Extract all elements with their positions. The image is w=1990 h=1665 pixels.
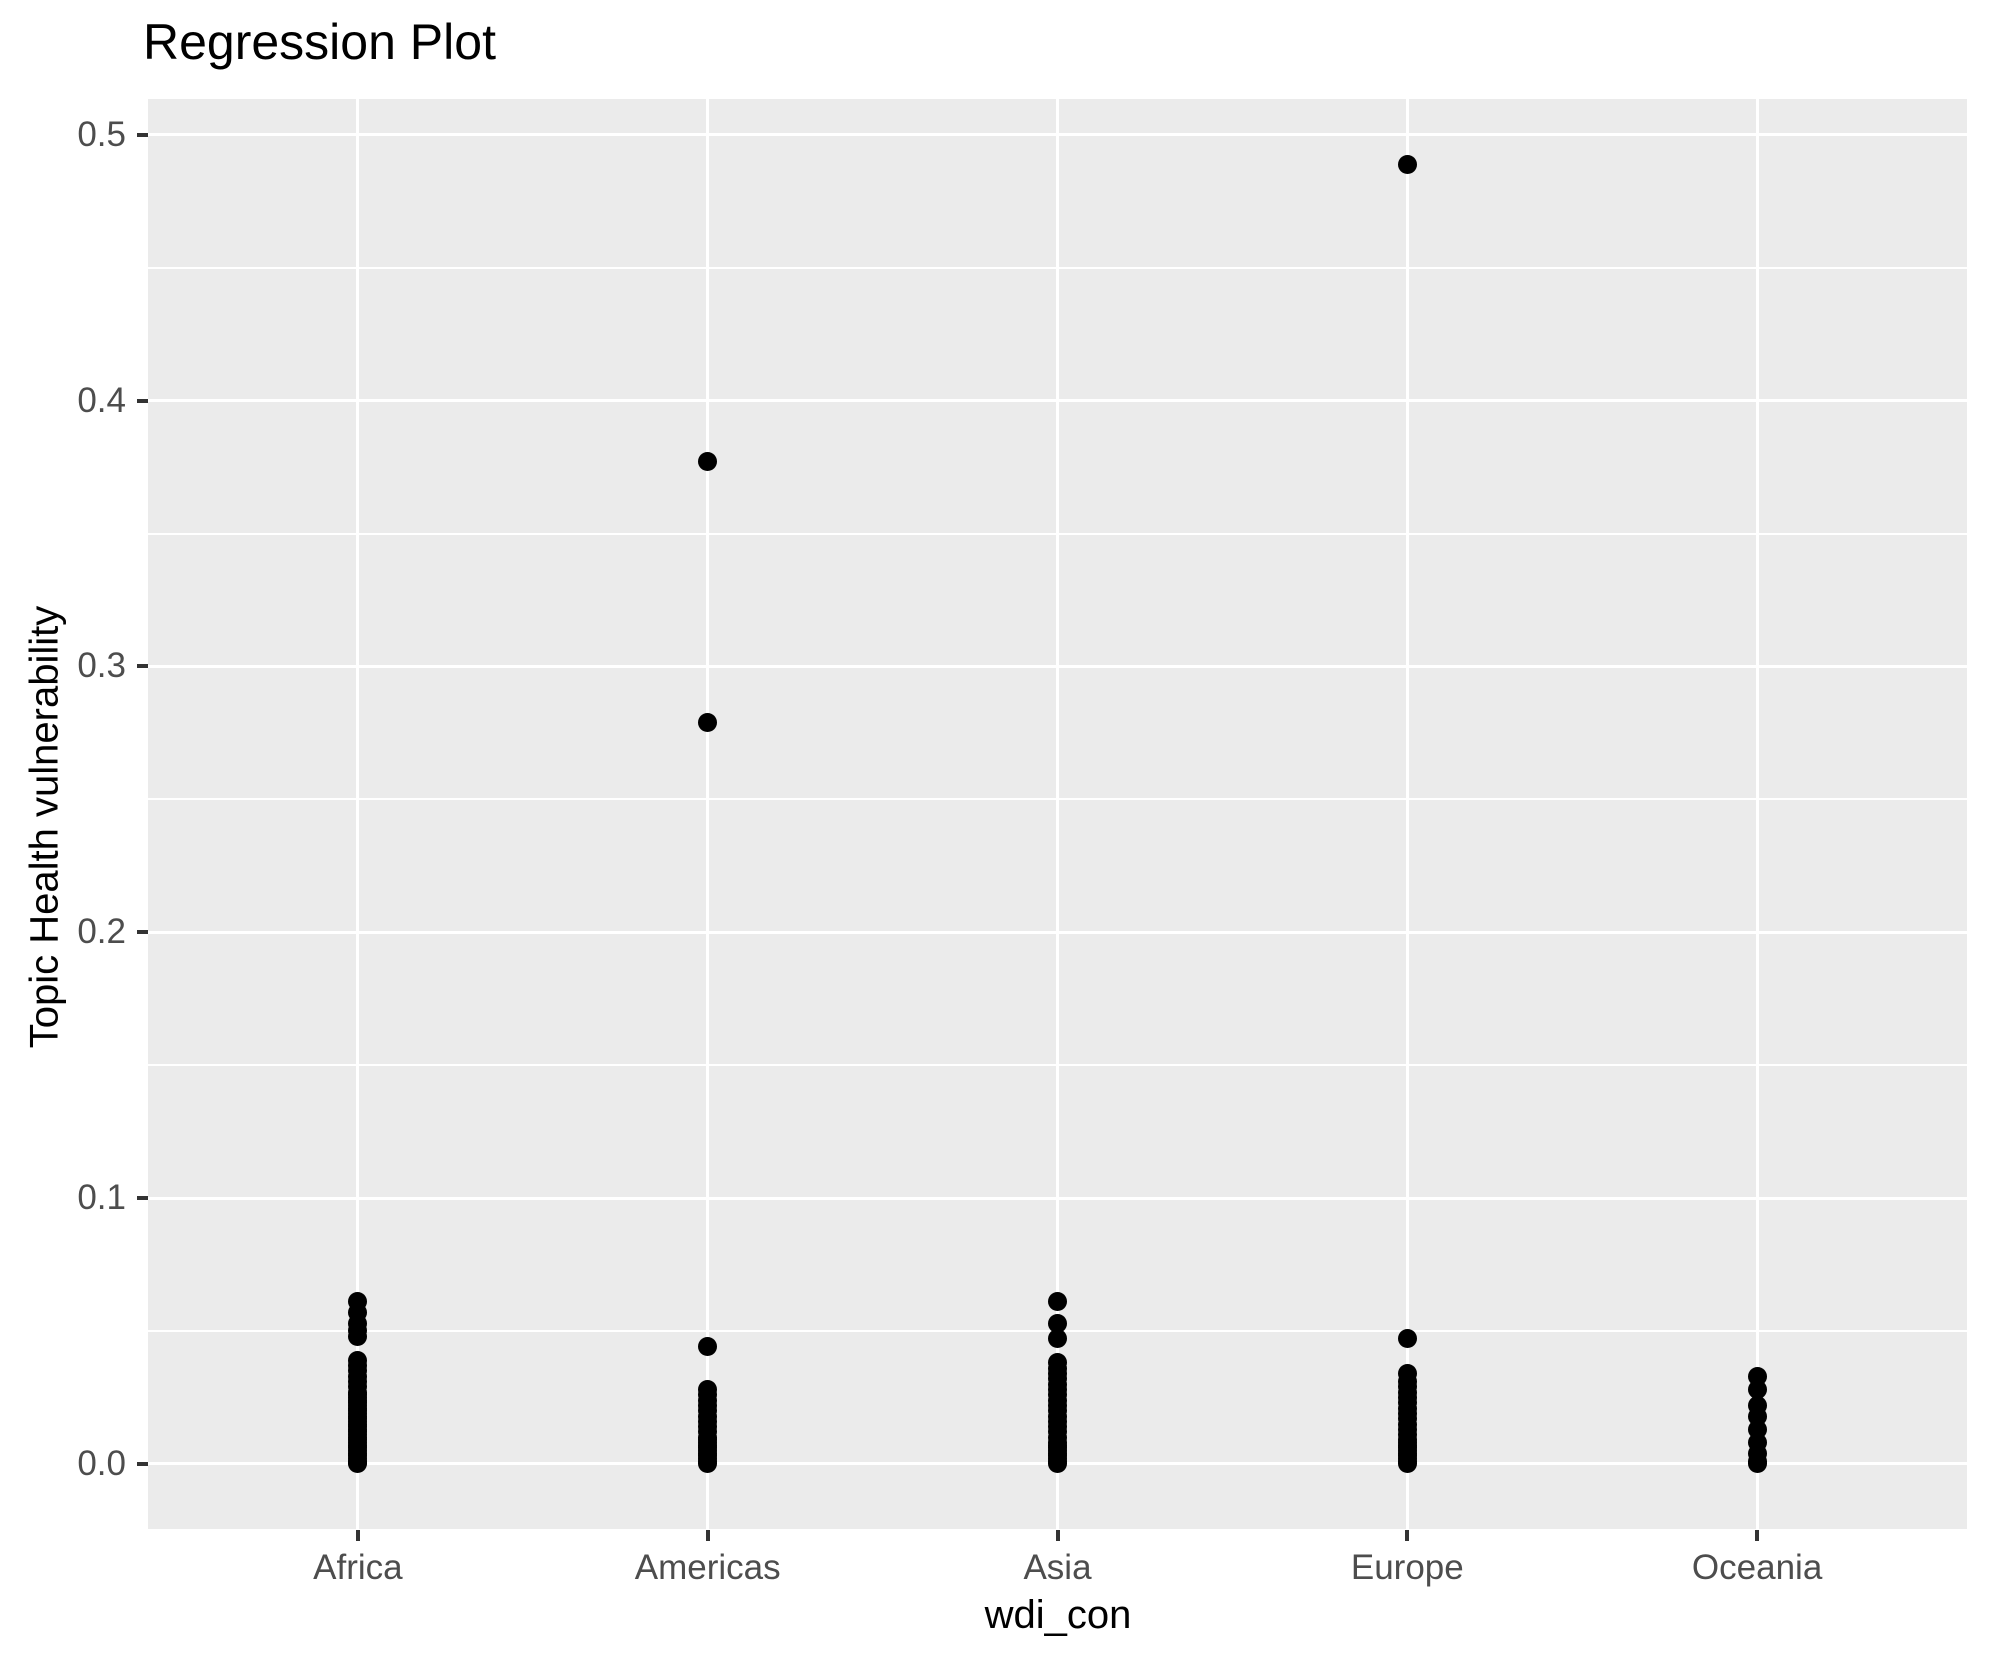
gridline-major-vertical bbox=[1405, 99, 1409, 1529]
y-tick-label: 0.5 bbox=[77, 114, 126, 154]
y-tick-mark bbox=[137, 930, 148, 935]
data-point bbox=[698, 452, 718, 472]
x-tick-label: Africa bbox=[313, 1548, 403, 1587]
plot-panel bbox=[148, 99, 1967, 1529]
y-tick-mark bbox=[137, 1196, 148, 1201]
data-point bbox=[1048, 1329, 1067, 1349]
data-point bbox=[1048, 1292, 1067, 1312]
data-point bbox=[348, 1454, 368, 1474]
data-point bbox=[698, 1454, 718, 1474]
x-tick-mark bbox=[705, 1530, 710, 1541]
data-point bbox=[1747, 1454, 1767, 1474]
data-point bbox=[1397, 1454, 1417, 1474]
x-axis-title: wdi_con bbox=[984, 1593, 1132, 1637]
data-point bbox=[698, 1337, 718, 1357]
y-tick-mark bbox=[137, 132, 148, 137]
gridline-major-vertical bbox=[356, 99, 360, 1529]
y-tick-mark bbox=[137, 1461, 148, 1466]
y-tick-label: 0.2 bbox=[77, 912, 126, 952]
gridline-major-vertical bbox=[1755, 99, 1759, 1529]
x-tick-label: Asia bbox=[1023, 1548, 1092, 1587]
x-tick-mark bbox=[1755, 1530, 1760, 1541]
gridline-major-vertical bbox=[706, 99, 710, 1529]
x-tick-label: Americas bbox=[634, 1548, 781, 1587]
y-tick-label: 0.0 bbox=[77, 1443, 126, 1483]
x-tick-label: Oceania bbox=[1691, 1548, 1823, 1587]
x-tick-mark bbox=[1055, 1530, 1060, 1541]
y-tick-mark bbox=[137, 398, 148, 403]
y-tick-mark bbox=[137, 664, 148, 669]
y-tick-label: 0.1 bbox=[77, 1178, 126, 1218]
data-point bbox=[698, 712, 718, 732]
data-point bbox=[1397, 154, 1417, 174]
x-tick-mark bbox=[355, 1530, 360, 1541]
data-point bbox=[1048, 1454, 1067, 1474]
data-point bbox=[1397, 1329, 1417, 1349]
gridline-major-vertical bbox=[1056, 99, 1059, 1529]
data-point bbox=[1747, 1379, 1767, 1399]
plot-title: Regression Plot bbox=[143, 14, 496, 70]
y-tick-label: 0.3 bbox=[77, 646, 126, 686]
x-tick-mark bbox=[1405, 1530, 1410, 1541]
x-tick-label: Europe bbox=[1350, 1548, 1464, 1587]
data-point bbox=[1048, 1313, 1067, 1333]
data-point bbox=[348, 1326, 368, 1346]
y-tick-label: 0.4 bbox=[77, 380, 126, 420]
